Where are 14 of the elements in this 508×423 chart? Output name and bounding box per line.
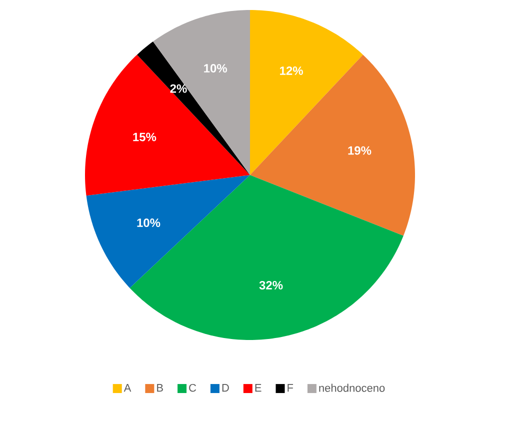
legend-label: E [255, 384, 262, 392]
data-label: 32% [259, 280, 283, 290]
data-label: 19% [348, 146, 372, 155]
legend-label: nehodnoceno [319, 384, 385, 392]
legend-label: B [157, 384, 163, 392]
data-label: 2% [170, 84, 187, 93]
data-label: 10% [137, 218, 160, 228]
data-label: 10% [204, 64, 228, 73]
legend-label: A [124, 384, 132, 392]
data-label: 12% [280, 66, 303, 75]
data-label: 15% [133, 132, 156, 142]
legend-label: D [222, 384, 229, 392]
legend-label: F [288, 384, 294, 392]
legend-label: C [189, 384, 196, 392]
